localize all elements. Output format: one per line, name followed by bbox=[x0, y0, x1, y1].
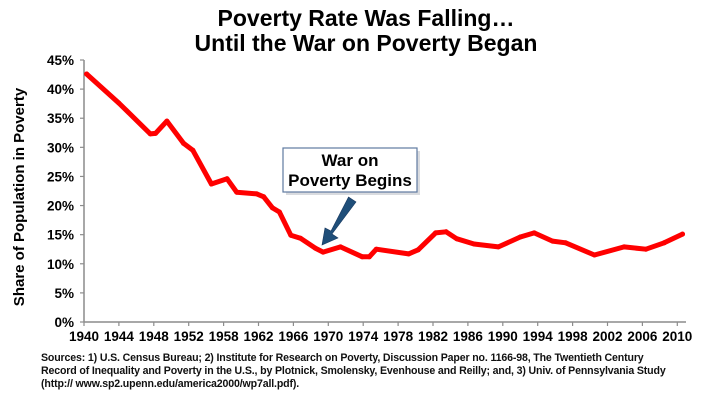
x-tick-label: 1952 bbox=[174, 329, 204, 344]
y-tick-label: 45% bbox=[47, 53, 74, 68]
data-point bbox=[208, 181, 214, 187]
y-axis-label: Share of Population in Poverty bbox=[11, 87, 28, 306]
data-point bbox=[643, 246, 649, 252]
y-axis-ticks: 0% 5% 10% 15% 20% 25% 30% 35% 40% 45% bbox=[47, 53, 84, 330]
data-point bbox=[373, 246, 379, 252]
data-point bbox=[190, 147, 196, 153]
x-tick-label: 1978 bbox=[383, 329, 414, 344]
x-tick-label: 1948 bbox=[139, 329, 170, 344]
data-point bbox=[661, 240, 667, 246]
data-point bbox=[261, 194, 267, 200]
y-tick-label: 20% bbox=[47, 199, 74, 214]
y-tick-label: 30% bbox=[47, 140, 74, 155]
data-point bbox=[550, 238, 555, 244]
data-point bbox=[288, 232, 294, 238]
data-point bbox=[471, 241, 477, 247]
data-point bbox=[680, 231, 685, 237]
y-tick-label: 40% bbox=[47, 82, 74, 97]
y-tick-label: 15% bbox=[47, 228, 74, 243]
data-point bbox=[164, 118, 170, 124]
y-tick-label: 0% bbox=[54, 315, 74, 330]
data-point bbox=[153, 130, 158, 136]
x-tick-label: 1962 bbox=[243, 329, 273, 344]
x-tick-label: 1974 bbox=[348, 329, 379, 344]
x-tick-label: 1994 bbox=[523, 329, 554, 344]
data-point bbox=[147, 131, 153, 137]
y-tick-label: 10% bbox=[47, 257, 74, 272]
callout-arrow-icon bbox=[321, 196, 357, 246]
x-tick-label: 2010 bbox=[662, 329, 692, 344]
y-tick-label: 25% bbox=[47, 169, 74, 184]
x-tick-label: 1958 bbox=[209, 329, 240, 344]
x-tick-label: 1966 bbox=[278, 329, 309, 344]
data-point bbox=[591, 252, 597, 258]
poverty-rate-line bbox=[84, 71, 685, 260]
data-point bbox=[621, 244, 627, 250]
x-tick-label: 2002 bbox=[592, 329, 622, 344]
x-tick-label: 1944 bbox=[104, 329, 135, 344]
data-point bbox=[224, 176, 230, 182]
data-point bbox=[116, 100, 122, 106]
data-point bbox=[531, 230, 537, 236]
x-tick-label: 1986 bbox=[453, 329, 484, 344]
x-tick-label: 1990 bbox=[488, 329, 518, 344]
data-point bbox=[366, 254, 372, 260]
data-point bbox=[454, 236, 460, 242]
data-point bbox=[254, 191, 260, 197]
data-point bbox=[297, 235, 303, 241]
chart-title-line-2: Until the War on Poverty Began bbox=[195, 30, 538, 56]
x-tick-label: 1982 bbox=[418, 329, 448, 344]
data-point bbox=[84, 71, 90, 77]
data-point bbox=[406, 251, 412, 257]
x-tick-label: 1970 bbox=[313, 329, 343, 344]
x-axis-ticks: 1940 1944 1948 1952 1958 1962 1966 1970 1974 1978… bbox=[69, 322, 692, 344]
callout-text-line-1: War on bbox=[322, 151, 379, 170]
data-point bbox=[276, 209, 282, 215]
callout-text-line-2: Poverty Begins bbox=[288, 171, 412, 190]
data-point bbox=[415, 247, 421, 253]
data-point bbox=[338, 244, 343, 250]
callout-box bbox=[282, 147, 418, 193]
data-point bbox=[517, 234, 523, 240]
data-point bbox=[359, 254, 365, 260]
data-point bbox=[181, 140, 186, 146]
x-tick-label: 2006 bbox=[627, 329, 658, 344]
x-tick-label: 1998 bbox=[558, 329, 589, 344]
x-tick-label: 1940 bbox=[69, 329, 99, 344]
war-on-poverty-callout: War on Poverty Begins bbox=[282, 147, 420, 195]
data-point bbox=[443, 229, 449, 235]
y-tick-label: 35% bbox=[47, 111, 74, 126]
poverty-rate-points bbox=[84, 71, 685, 260]
data-point bbox=[270, 205, 275, 211]
data-point bbox=[320, 249, 326, 255]
data-point bbox=[433, 230, 439, 236]
data-point bbox=[495, 244, 501, 250]
sources-footnote: Sources: 1) U.S. Census Bureau; 2) Insti… bbox=[41, 352, 666, 391]
data-point bbox=[312, 245, 318, 251]
y-tick-label: 5% bbox=[54, 286, 74, 301]
data-point bbox=[234, 189, 240, 195]
chart-title-line-1: Poverty Rate Was Falling… bbox=[218, 5, 515, 31]
data-point bbox=[563, 240, 569, 246]
